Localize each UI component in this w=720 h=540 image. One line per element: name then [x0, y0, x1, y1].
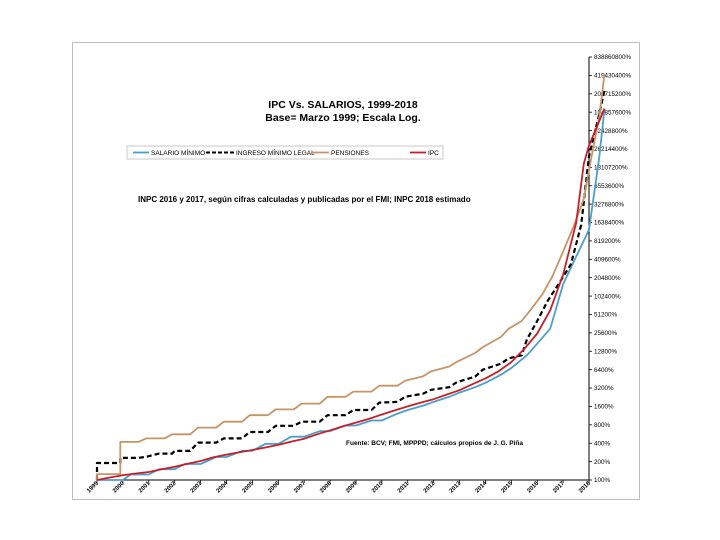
x-tick-label: 2008 — [319, 480, 333, 494]
y-tick-label: 12800% — [594, 348, 618, 355]
x-tick-label: 2011 — [397, 480, 411, 494]
y-axis-ticks: 100% 200% 400% 800% 1600% 3200% 6400% 12800% 256… — [589, 54, 632, 484]
y-tick-label: 409600% — [594, 257, 621, 264]
x-tick-label: 2006 — [267, 480, 281, 494]
series-lines — [95, 73, 606, 481]
chart-note: INPC 2016 y 2017, según cifras calculada… — [138, 195, 471, 204]
chart-title: IPC Vs. SALARIOS, 1999-2018 — [268, 99, 418, 111]
legend-box — [126, 145, 444, 160]
y-tick-label: 3200% — [594, 385, 614, 392]
x-tick-label: 2004 — [216, 480, 230, 494]
legend-label-ipc: IPC — [428, 150, 439, 157]
y-tick-label: 838860800% — [594, 54, 632, 61]
chart-frame — [72, 42, 640, 500]
y-tick-label: 419430400% — [594, 73, 632, 80]
y-tick-label: 819200% — [594, 238, 621, 245]
y-tick-label: 51200% — [594, 312, 618, 319]
series-line-ipc — [96, 108, 606, 481]
series-line-pensiones — [96, 73, 606, 480]
chart-source: Fuente: BCV; FMI, MPPPD; cálculos propio… — [346, 440, 523, 447]
x-axis-ticks: 1999 2000 2001 2002 2003 2004 2005 2006 2007 2008… — [86, 480, 592, 494]
chart-subtitle: Base= Marzo 1999; Escala Log. — [265, 112, 421, 124]
y-tick-label: 13107200% — [594, 165, 628, 172]
y-tick-label: 400% — [594, 440, 611, 447]
y-tick-label: 800% — [594, 422, 611, 429]
x-tick-label: 2012 — [423, 480, 437, 494]
legend-label-pensiones: PENSIONES — [331, 150, 370, 157]
x-tick-label: 2015 — [500, 480, 514, 494]
x-tick-label: 2017 — [552, 480, 566, 494]
x-tick-label: 2009 — [345, 480, 359, 494]
y-tick-label: 25600% — [594, 330, 618, 337]
x-tick-label: 2018 — [578, 480, 592, 494]
y-tick-label: 200% — [594, 459, 611, 466]
x-tick-label: 2016 — [526, 480, 540, 494]
x-tick-label: 2003 — [190, 480, 204, 494]
legend-label-ingreso-minimo-legal: INGRESO MÍNIMO LEGAL — [236, 148, 315, 157]
y-tick-label: 6553600% — [594, 183, 625, 190]
y-tick-label: 3276800% — [594, 201, 625, 208]
x-tick-label: 2005 — [242, 480, 256, 494]
y-tick-label: 209715200% — [594, 91, 632, 98]
y-tick-label: 26214400% — [594, 146, 628, 153]
x-tick-label: 2002 — [164, 480, 178, 494]
y-tick-label: 100% — [594, 477, 611, 484]
y-tick-label: 102400% — [594, 293, 621, 300]
series-line-ingreso-minimo-legal — [95, 89, 606, 480]
x-tick-label: 2013 — [449, 480, 463, 494]
x-tick-label: 1999 — [86, 480, 100, 494]
y-tick-label: 104857600% — [594, 109, 632, 116]
x-tick-label: 2001 — [138, 480, 152, 494]
x-tick-label: 2010 — [371, 480, 385, 494]
y-tick-label: 52428800% — [594, 128, 628, 135]
x-tick-label: 2000 — [112, 480, 126, 494]
y-tick-label: 1638400% — [594, 220, 625, 227]
y-tick-label: 6400% — [594, 367, 614, 374]
x-tick-label: 2014 — [475, 480, 489, 494]
x-tick-label: 2007 — [293, 480, 307, 494]
y-tick-label: 1600% — [594, 404, 614, 411]
chart-legend: SALARIO MÍNIMO INGRESO MÍNIMO LEGAL PENSIO… — [126, 145, 444, 160]
y-tick-label: 204800% — [594, 275, 621, 282]
legend-label-salario-minimo: SALARIO MÍNIMO — [151, 148, 205, 157]
